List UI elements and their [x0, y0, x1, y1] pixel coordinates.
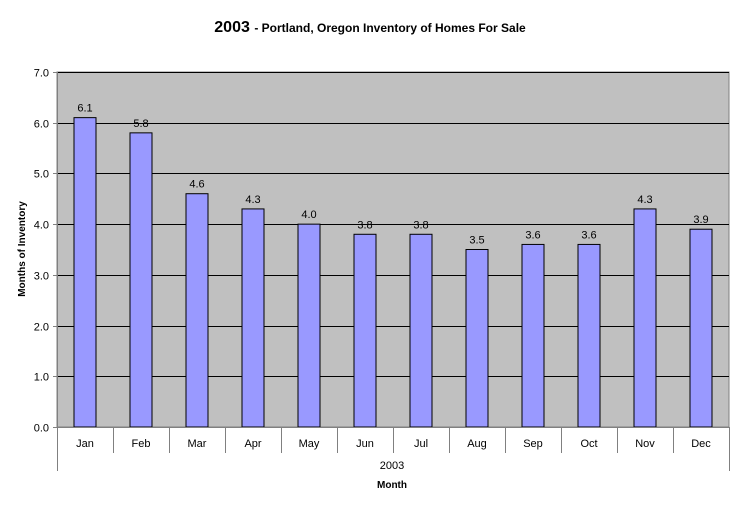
y-tick-label: 1.0 — [34, 372, 49, 384]
data-label: 6.1 — [77, 103, 92, 115]
bar-mar — [185, 193, 209, 428]
data-label: 4.6 — [189, 179, 204, 191]
bar-jun — [353, 233, 377, 428]
data-label: 3.8 — [357, 219, 372, 231]
x-tick-label: Feb — [132, 438, 151, 450]
data-label: 3.6 — [525, 229, 540, 241]
bar-aug — [465, 249, 489, 428]
x-axis-group-label: 2003 — [380, 460, 404, 472]
x-tick-label: Mar — [188, 438, 207, 450]
x-tick-label: Apr — [244, 438, 261, 450]
y-tick-label: 0.0 — [34, 423, 49, 435]
y-tick-label: 3.0 — [34, 271, 49, 283]
chart-title-main: 2003 — [214, 19, 250, 36]
plot-area — [56, 71, 730, 428]
data-label: 3.8 — [413, 219, 428, 231]
x-axis-title: Month — [377, 480, 407, 491]
y-tick-label: 4.0 — [34, 220, 49, 232]
data-label: 4.3 — [637, 194, 652, 206]
x-tick-label: Nov — [635, 438, 655, 450]
x-tick-label: Sep — [523, 438, 543, 450]
bar-feb — [129, 132, 153, 428]
bar-dec — [689, 228, 713, 428]
y-tick-label: 7.0 — [34, 68, 49, 80]
x-tick-label: Jul — [414, 438, 428, 450]
chart-title-subtitle: - Portland, Oregon Inventory of Homes Fo… — [254, 21, 526, 35]
data-label: 3.9 — [693, 214, 708, 226]
x-tick-label: Aug — [467, 438, 487, 450]
x-tick-label: Dec — [691, 438, 711, 450]
tick-labels: 0.0 1.0 2.0 3.0 4.0 5.0 6.0 7.0 Jan Feb Mar Apr May J… — [34, 68, 712, 451]
bar-jul — [409, 233, 433, 428]
y-tick-label: 2.0 — [34, 322, 49, 334]
y-tick-label: 6.0 — [34, 119, 49, 131]
data-label: 3.5 — [469, 235, 484, 247]
bars — [73, 117, 713, 428]
bar-sep — [521, 243, 545, 428]
bar-oct — [577, 243, 601, 428]
bar-apr — [241, 208, 265, 428]
y-axis-title: Months of Inventory — [17, 201, 28, 297]
bar-jan — [73, 117, 97, 428]
data-label: 3.6 — [581, 229, 596, 241]
x-tick-label: Jan — [76, 438, 94, 450]
x-tick-label: Jun — [356, 438, 374, 450]
gridlines — [57, 72, 729, 377]
data-label: 4.0 — [301, 209, 316, 221]
x-tick-label: May — [299, 438, 320, 450]
data-labels: 6.1 5.8 4.6 4.3 4.0 3.8 3.8 3.5 3.6 3.6 4.3 3.9 — [77, 103, 708, 247]
bar-may — [297, 223, 321, 428]
data-label: 4.3 — [245, 194, 260, 206]
x-tick-label: Oct — [580, 438, 597, 450]
y-tick-label: 5.0 — [34, 169, 49, 181]
data-label: 5.8 — [133, 118, 148, 130]
axes — [53, 72, 730, 471]
bar-nov — [633, 208, 657, 428]
chart-title: 2003 - Portland, Oregon Inventory of Hom… — [0, 19, 740, 37]
